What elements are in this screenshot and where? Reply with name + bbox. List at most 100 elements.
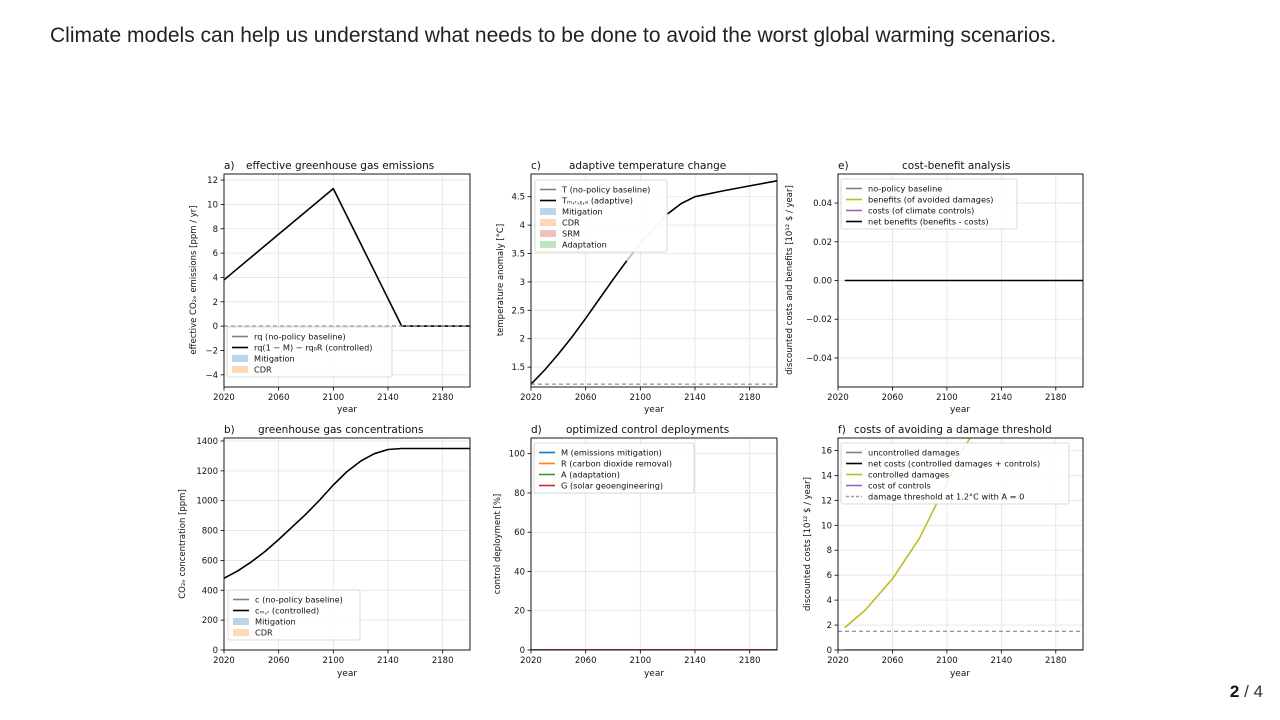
x-tick-label: 2180 — [1045, 393, 1067, 403]
y-tick-label: −4 — [205, 371, 218, 381]
x-tick-label: 2140 — [377, 656, 399, 666]
page-title: Climate models can help us understand wh… — [50, 24, 1057, 47]
x-tick-label: 2060 — [882, 656, 904, 666]
legend-label: cost of controls — [868, 481, 931, 491]
legend-label: no-policy baseline — [868, 184, 942, 194]
y-ticks: −4 −2 0 2 4 6 8 10 12 — [205, 176, 224, 381]
y-axis-label: effective CO₂ₑ emissions [ppm / yr] — [189, 205, 199, 354]
y-tick-label: 10 — [207, 200, 218, 210]
y-axis-label: discounted costs [10¹² $ / year] — [803, 477, 813, 611]
y-tick-label: 0.04 — [813, 199, 832, 209]
x-tick-label: 2100 — [630, 393, 652, 403]
axes-frame — [530, 437, 778, 651]
panel-label: a) — [224, 160, 235, 172]
y-axis-label: CO₂ₑ concentration [ppm] — [178, 489, 188, 599]
x-ticks: 2020 2060 2100 2140 2180 — [520, 650, 760, 666]
legend-label: benefits (of avoided damages) — [868, 195, 993, 205]
y-tick-label: 12 — [821, 496, 832, 506]
y-tick-label: 20 — [514, 607, 525, 617]
legend-label: M (emissions mitigation) — [561, 448, 662, 458]
chart-title: effective greenhouse gas emissions — [246, 160, 434, 172]
series-lines — [224, 187, 470, 327]
x-axis-label: year — [337, 405, 357, 415]
x-tick-label: 2100 — [630, 656, 652, 666]
x-tick-label: 2020 — [827, 656, 849, 666]
legend-label: net costs (controlled damages + controls… — [868, 459, 1040, 469]
page-total: 4 — [1253, 682, 1263, 701]
x-tick-label: 2020 — [213, 656, 235, 666]
y-tick-label: 100 — [509, 450, 525, 460]
y-tick-label: 800 — [202, 527, 218, 537]
legend-swatch — [540, 241, 556, 248]
x-tick-label: 2020 — [520, 656, 542, 666]
y-ticks: 0 200 400 600 800 1000 1200 1400 — [196, 437, 224, 656]
legend-box — [227, 589, 361, 641]
legend-label: net benefits (benefits - costs) — [868, 217, 989, 227]
y-tick-label: 1.5 — [511, 363, 525, 373]
legend-box — [226, 326, 393, 378]
x-tick-label: 2020 — [213, 393, 235, 403]
legend-label: T (no-policy baseline) — [561, 185, 650, 195]
y-tick-label: 2 — [213, 298, 218, 308]
legend-label: rq(1 − M) − rq₀R (controlled) — [254, 343, 372, 353]
x-ticks: 2020 2060 2100 2140 2180 — [520, 387, 760, 403]
y-tick-label: −2 — [205, 346, 218, 356]
y-tick-label: 2.5 — [511, 306, 525, 316]
y-tick-label: 0 — [520, 646, 525, 656]
page-current: 2 — [1229, 682, 1240, 701]
y-tick-label: 8 — [827, 546, 832, 556]
panel-b-concentrations: 2020 2060 2100 2140 2180 0 200 400 600 800 1000 12… — [178, 424, 471, 679]
panel-f-damage-threshold: 2020 2060 2100 2140 2180 0 2 4 6 8 10 12 14 16 f) co… — [803, 424, 1084, 679]
legend-label: uncontrolled damages — [868, 448, 960, 458]
y-ticks: 1.5 2 2.5 3 3.5 4 4.5 — [511, 193, 531, 373]
x-axis-label: year — [950, 669, 970, 679]
y-tick-label: 0 — [213, 322, 218, 332]
legend-label: CDR — [255, 628, 273, 638]
x-axis-label: year — [644, 405, 664, 415]
x-tick-label: 2020 — [520, 393, 542, 403]
y-tick-label: −0.04 — [806, 354, 832, 364]
legend-label: Tₘ,ᵣ,ᵪ,ₐ (adaptive) — [561, 196, 633, 206]
x-axis-label: year — [644, 669, 664, 679]
x-tick-label: 2180 — [739, 656, 761, 666]
legend-label: cₘ,ᵣ (controlled) — [255, 606, 319, 616]
x-tick-label: 2100 — [323, 393, 345, 403]
x-tick-label: 2140 — [684, 656, 706, 666]
chart-title: adaptive temperature change — [569, 160, 726, 172]
y-tick-label: −0.02 — [806, 315, 832, 325]
series-line-controlled — [224, 187, 470, 327]
y-tick-label: 0.00 — [813, 277, 832, 287]
y-tick-label: 8 — [213, 225, 218, 235]
legend: M (emissions mitigation)R (carbon dioxid… — [533, 442, 695, 494]
x-tick-label: 2180 — [432, 393, 454, 403]
x-tick-label: 2020 — [827, 393, 849, 403]
x-tick-label: 2100 — [936, 393, 958, 403]
legend-label: costs (of climate controls) — [868, 206, 974, 216]
legend-label: G (solar geoengineering) — [561, 481, 663, 491]
y-tick-label: 10 — [821, 521, 832, 531]
y-tick-label: 4.5 — [511, 193, 525, 203]
y-axis-label: discounted costs and benefits [10¹² $ / … — [785, 185, 795, 375]
y-tick-label: 40 — [514, 567, 525, 577]
y-tick-label: 14 — [821, 471, 832, 481]
y-axis-label: temperature anomaly [°C] — [496, 224, 506, 336]
y-tick-label: 400 — [202, 586, 218, 596]
panel-label: c) — [531, 160, 541, 172]
chart-title: optimized control deployments — [566, 424, 729, 436]
legend-swatch — [540, 230, 556, 237]
y-tick-label: 4 — [827, 596, 832, 606]
legend-swatch — [233, 629, 249, 636]
x-tick-label: 2180 — [1045, 656, 1067, 666]
chart-title: cost-benefit analysis — [902, 160, 1010, 172]
y-tick-label: 200 — [202, 616, 218, 626]
x-tick-label: 2060 — [575, 393, 597, 403]
y-tick-label: 2 — [827, 621, 832, 631]
y-tick-label: 1400 — [196, 437, 218, 447]
y-ticks: 0 20 40 60 80 100 — [509, 450, 531, 656]
axes-frame — [223, 437, 471, 651]
x-tick-label: 2180 — [432, 656, 454, 666]
legend-label: rq (no-policy baseline) — [254, 332, 346, 342]
legend-label: controlled damages — [868, 470, 949, 480]
